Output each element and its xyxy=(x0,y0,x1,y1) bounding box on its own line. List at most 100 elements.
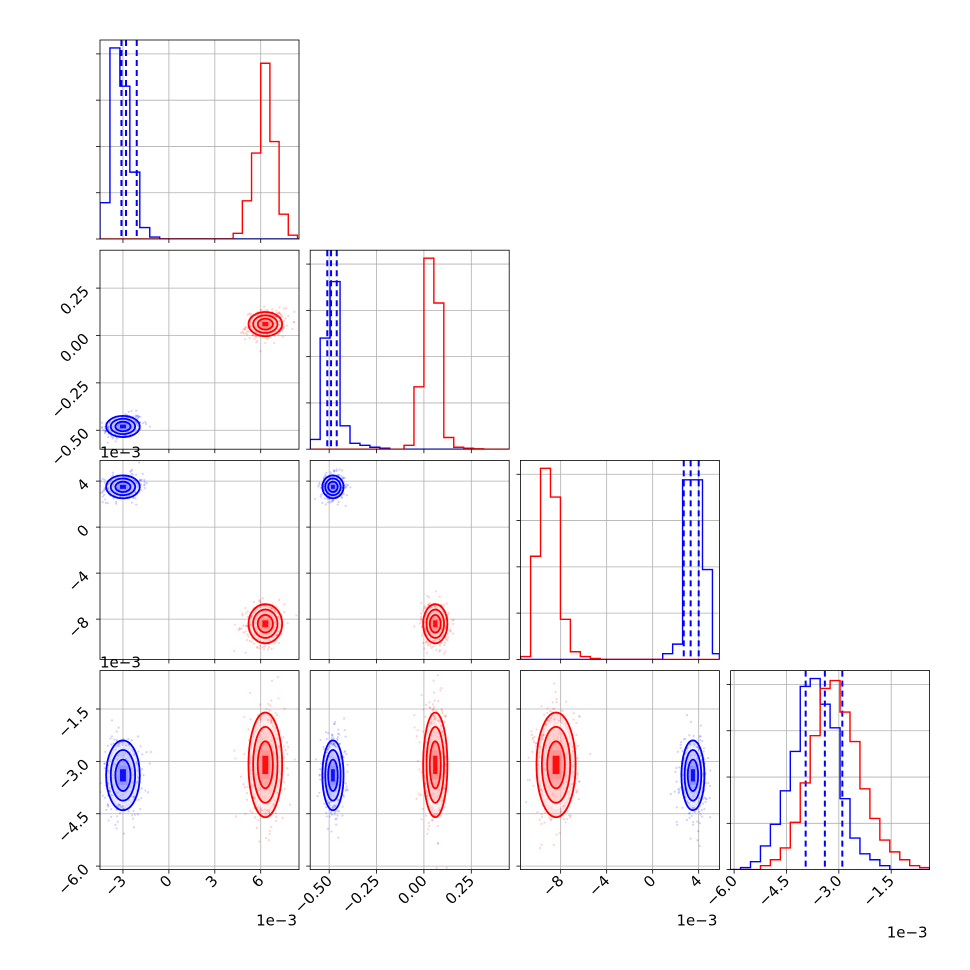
sample-point-3300 xyxy=(696,820,699,823)
sample-point-1237 xyxy=(246,610,249,613)
sample-point-2850 xyxy=(332,743,336,746)
sample-point-1245 xyxy=(246,638,249,642)
sample-point-2156 xyxy=(131,817,135,820)
sample-point-746 xyxy=(140,489,143,492)
y-tick-label-p4: −6.0 xyxy=(54,860,92,898)
contour-line xyxy=(109,417,137,436)
sample-point-2356 xyxy=(286,767,289,770)
sample-point-2590 xyxy=(344,782,347,785)
sample-point-857 xyxy=(103,481,107,484)
sample-point-1128 xyxy=(258,644,261,647)
sample-point-1686 xyxy=(421,641,425,645)
sample-point-407 xyxy=(291,327,294,331)
sample-point-2598 xyxy=(326,731,330,735)
sample-point-2474 xyxy=(255,826,258,830)
sample-point-2393 xyxy=(267,702,270,706)
sample-point-520 xyxy=(247,330,250,333)
histogram-blue-p2 xyxy=(310,280,510,450)
sample-point-3101 xyxy=(413,726,416,729)
sample-point-2572 xyxy=(342,795,346,798)
sample-point-3793 xyxy=(525,800,528,804)
sample-point-3360 xyxy=(689,837,692,840)
sample-point-248 xyxy=(100,421,103,424)
sample-point-3357 xyxy=(678,766,681,769)
sample-point-2546 xyxy=(259,703,262,706)
sample-point-3562 xyxy=(577,797,581,801)
sample-point-285 xyxy=(104,430,107,433)
sample-point-1102 xyxy=(238,627,241,630)
sample-point-3215 xyxy=(686,800,689,803)
sample-point-3560 xyxy=(571,745,574,748)
sample-point-3141 xyxy=(437,719,440,722)
sample-point-2680 xyxy=(331,743,334,746)
sample-point-382 xyxy=(273,341,276,345)
contour-line xyxy=(327,758,339,792)
sample-point-3700 xyxy=(537,763,540,767)
sample-point-3380 xyxy=(675,766,678,770)
sample-point-2800 xyxy=(334,818,337,821)
sample-point-2871 xyxy=(327,801,330,804)
sample-point-2534 xyxy=(253,816,257,819)
contour-line xyxy=(680,739,706,812)
sample-point-2869 xyxy=(331,735,334,738)
sample-point-2445 xyxy=(267,838,271,842)
sample-point-2238 xyxy=(127,737,130,740)
sample-point-3689 xyxy=(589,752,592,756)
sample-point-2254 xyxy=(274,819,278,823)
density-peak xyxy=(433,620,438,628)
sample-point-3002 xyxy=(415,735,418,738)
sample-point-3313 xyxy=(698,844,701,848)
x-tick-label-p3: 4 xyxy=(686,872,705,891)
sample-point-3692 xyxy=(526,779,529,782)
sample-point-3657 xyxy=(514,808,516,810)
sample-point-2581 xyxy=(345,788,348,791)
sample-point-781 xyxy=(130,469,133,473)
sample-point-2629 xyxy=(315,758,318,761)
x-tick-label-p4: −4.5 xyxy=(755,872,793,910)
sample-point-864 xyxy=(130,472,133,475)
sample-point-2739 xyxy=(343,729,346,732)
sample-point-421 xyxy=(243,328,247,331)
sample-point-3555 xyxy=(554,690,557,693)
sample-point-3314 xyxy=(689,720,693,723)
sample-point-3213 xyxy=(699,724,702,727)
sample-point-1360 xyxy=(342,476,345,479)
sample-point-3411 xyxy=(692,734,695,738)
sample-point-2771 xyxy=(344,735,347,738)
sample-point-3543 xyxy=(540,843,543,847)
sample-point-2292 xyxy=(277,676,280,679)
sample-point-1933 xyxy=(149,750,152,754)
sample-point-508 xyxy=(282,319,286,322)
sample-point-1500 xyxy=(345,483,349,486)
sample-point-370 xyxy=(277,312,280,315)
sample-point-2809 xyxy=(334,804,337,807)
sample-point-3388 xyxy=(688,812,691,815)
sample-point-2136 xyxy=(101,794,104,797)
contour-line xyxy=(252,314,279,334)
sample-point-2756 xyxy=(331,805,335,809)
sample-point-2135 xyxy=(110,743,113,746)
sample-point-1011 xyxy=(250,614,254,617)
sample-point-2510 xyxy=(264,836,268,840)
sample-point-3500 xyxy=(679,746,682,750)
sample-point-1153 xyxy=(248,639,251,642)
sample-point-2989 xyxy=(425,814,428,817)
sample-point-1211 xyxy=(262,648,266,651)
sample-point-2469 xyxy=(282,736,285,739)
sample-point-2195 xyxy=(116,804,119,808)
contour-line xyxy=(252,725,279,804)
sample-point-601 xyxy=(242,332,245,335)
sample-point-3617 xyxy=(531,736,534,739)
sample-point-2757 xyxy=(332,722,336,725)
sample-point-3246 xyxy=(688,816,691,819)
sample-point-647 xyxy=(101,477,104,481)
sample-point-2697 xyxy=(331,733,334,736)
sample-point-2825 xyxy=(326,827,330,830)
sample-point-1532 xyxy=(322,476,326,479)
sample-point-214 xyxy=(104,431,107,435)
sample-point-426 xyxy=(242,328,245,331)
sample-point-335 xyxy=(249,312,252,315)
sample-point-1439 xyxy=(323,497,326,500)
sample-point-7 xyxy=(134,414,137,417)
